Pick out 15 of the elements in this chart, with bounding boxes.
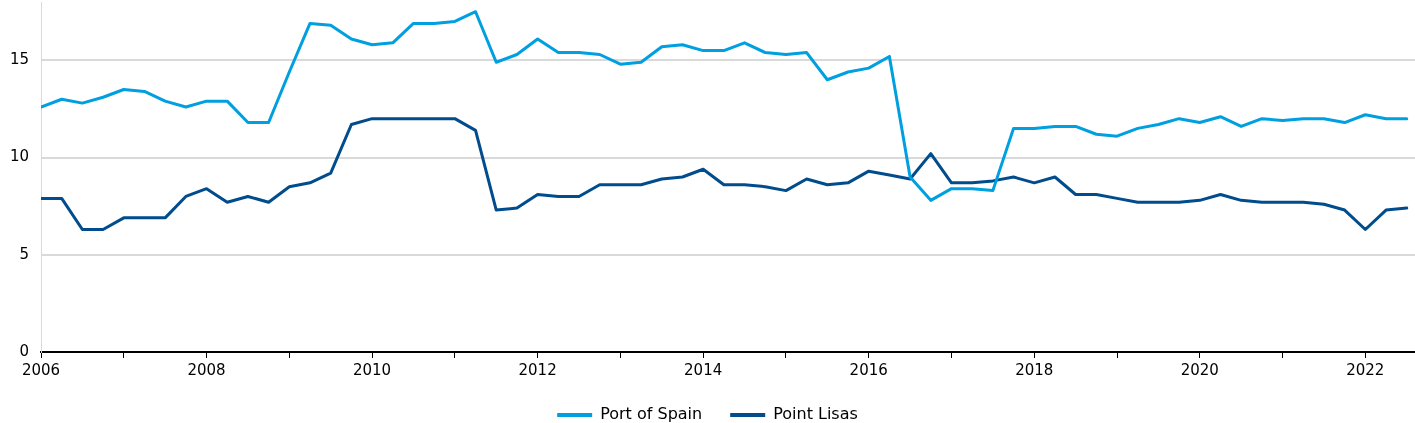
- y-tick-label: 15: [9, 50, 29, 69]
- x-tick-label: 2016: [849, 360, 888, 379]
- x-tick-label: 2006: [21, 360, 61, 379]
- x-tick-label: 2018: [1015, 360, 1054, 379]
- y-tick-label: 0: [19, 341, 29, 360]
- legend-label: Port of Spain: [600, 404, 703, 423]
- x-tick-label: 2008: [187, 360, 226, 379]
- x-tick-label: 2010: [352, 360, 392, 379]
- x-tick-label: 2022: [1346, 360, 1385, 379]
- x-tick-label: 2020: [1180, 360, 1219, 379]
- y-tick-label: 10: [9, 147, 29, 166]
- legend-label: Point Lisas: [773, 404, 858, 423]
- y-tick-label: 5: [19, 244, 29, 263]
- x-tick-label: 2012: [518, 360, 557, 379]
- x-tick-label: 2014: [684, 360, 723, 379]
